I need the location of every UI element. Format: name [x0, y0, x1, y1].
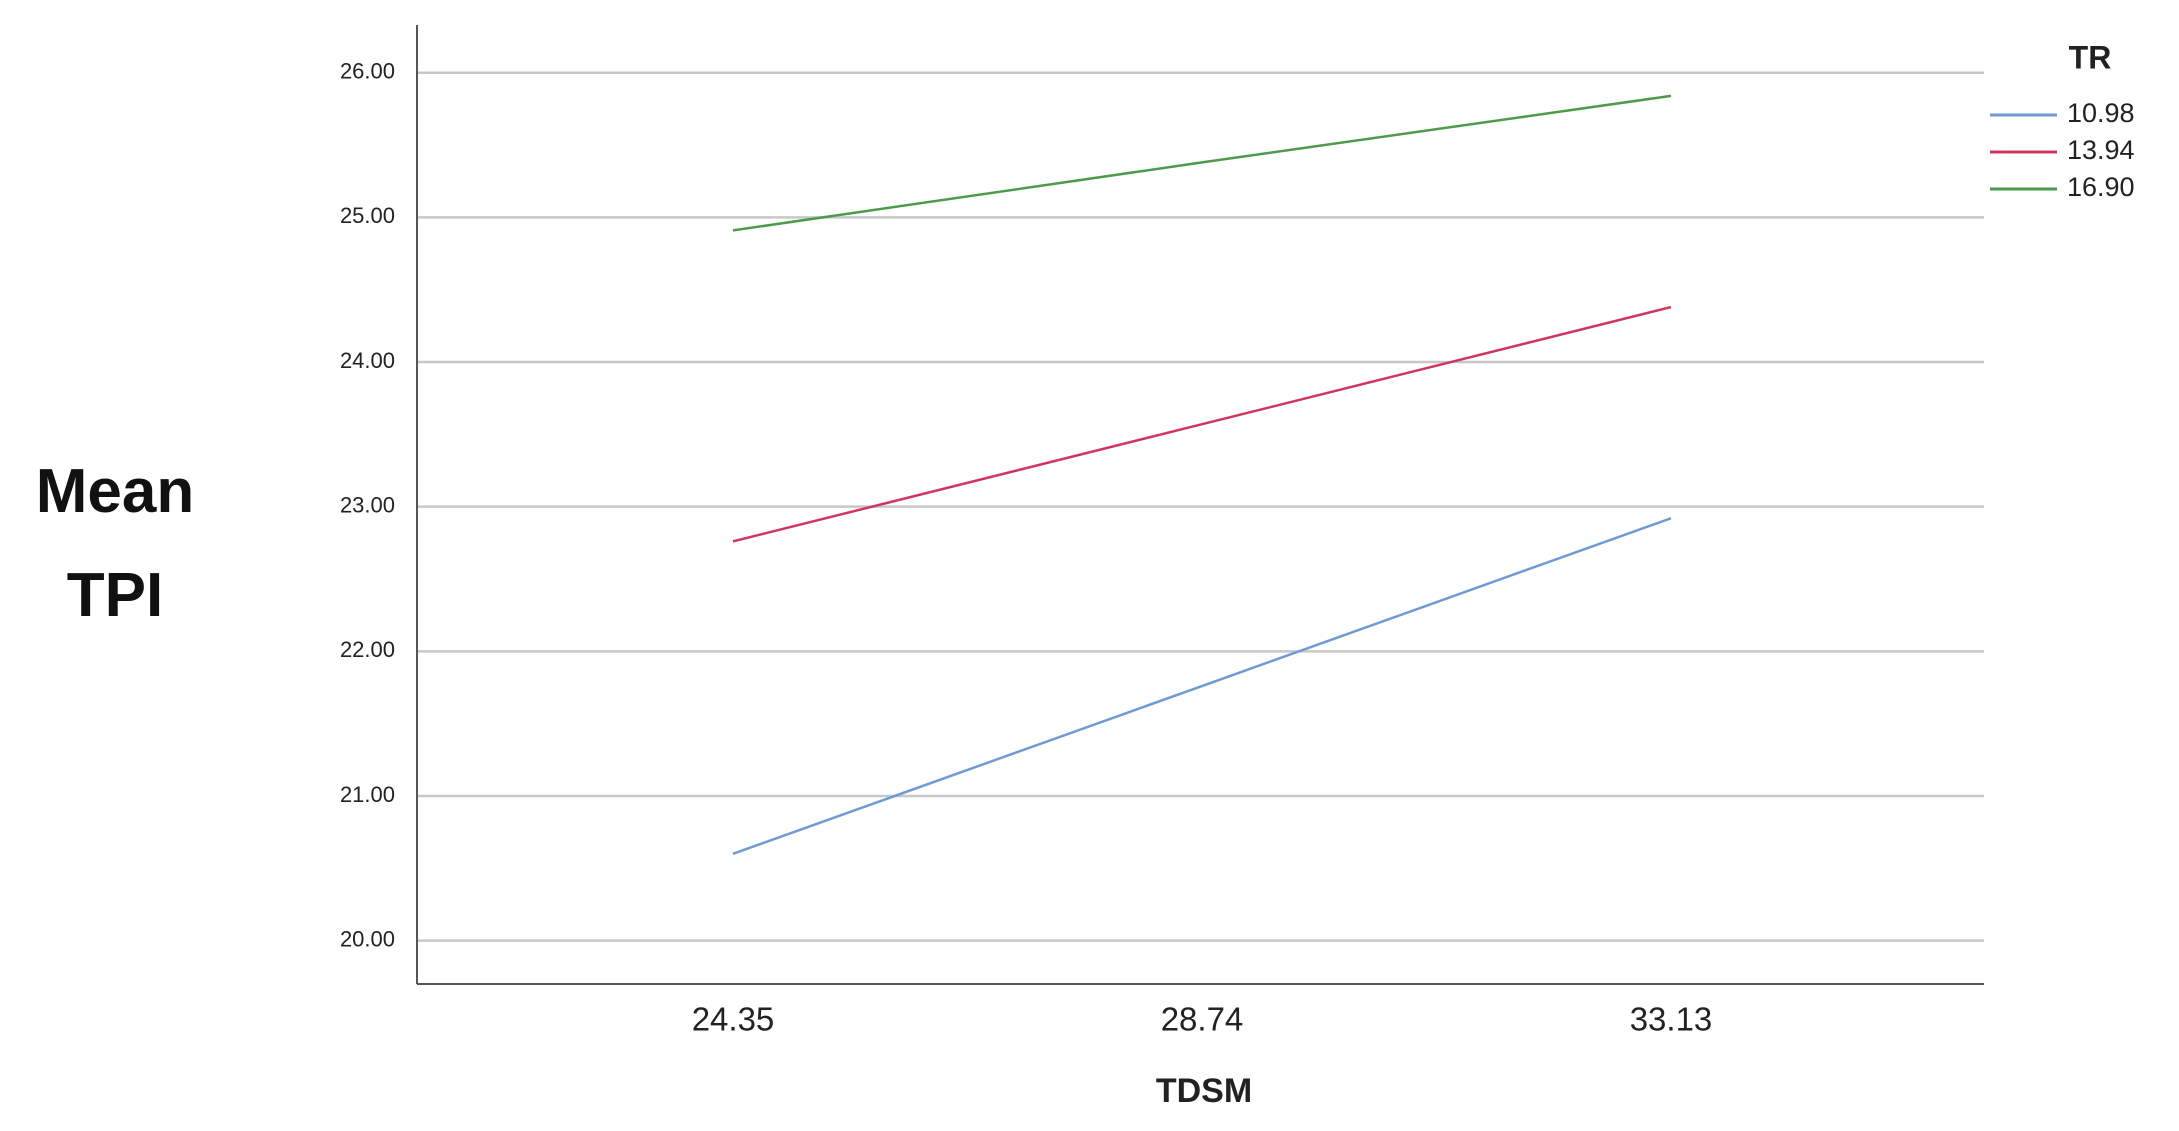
y-tick-label: 24.00 [340, 348, 395, 373]
x-tick-label: 33.13 [1630, 1001, 1713, 1038]
y-tick-label: 22.00 [340, 637, 395, 662]
series-line [732, 517, 1672, 855]
y-tick-label: 26.00 [340, 59, 395, 84]
series-line [732, 94, 1672, 232]
series-line [732, 305, 1672, 543]
y-tick-label: 20.00 [340, 926, 395, 951]
x-axis-label: TDSM [1156, 1072, 1252, 1110]
y-tick-label: 25.00 [340, 203, 395, 228]
legend-label: 13.94 [2067, 135, 2135, 165]
x-tick-label: 24.35 [692, 1001, 775, 1038]
y-tick-label: 23.00 [340, 492, 395, 517]
legend-label: 10.98 [2067, 98, 2135, 128]
x-tick-label: 28.74 [1161, 1001, 1244, 1038]
y-tick-label: 21.00 [340, 782, 395, 807]
y-axis-label: Mean TPI [35, 457, 195, 630]
legend-label: 16.90 [2067, 172, 2135, 202]
legend-title: TR [2069, 39, 2112, 75]
